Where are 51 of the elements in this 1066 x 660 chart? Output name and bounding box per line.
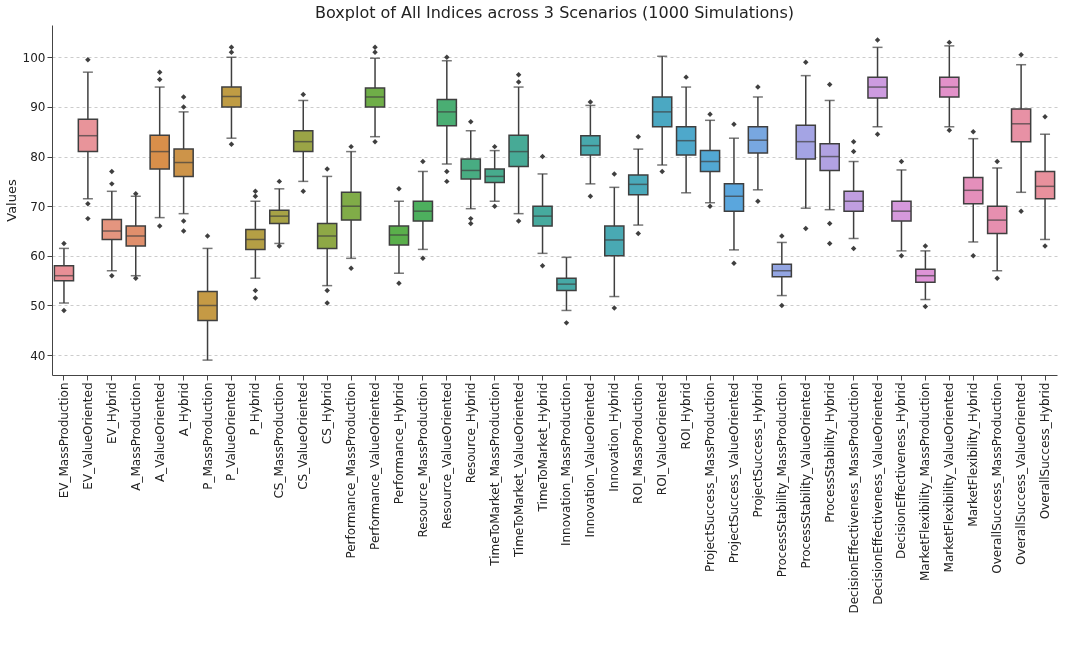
x-tick-label: CS_MassProduction bbox=[272, 382, 287, 499]
chart-title: Boxplot of All Indices across 3 Scenarios (1000 Simulations) bbox=[315, 3, 794, 22]
y-axis-title: Values bbox=[3, 179, 19, 222]
y-tick-label: 70 bbox=[30, 199, 46, 214]
y-tick-label: 40 bbox=[30, 348, 46, 363]
x-tick-label: ProcessStability_ValueOriented bbox=[798, 382, 813, 569]
x-tick-label: ProjectSuccess_MassProduction bbox=[703, 382, 718, 572]
x-tick-label: CS_Hybrid bbox=[320, 382, 335, 445]
x-tick-label: MarketFlexibility_Hybrid bbox=[966, 382, 981, 527]
y-tick-label: 80 bbox=[30, 150, 46, 165]
x-tick-label: Performance_ValueOriented bbox=[368, 382, 383, 550]
x-tick-label: ProcessStability_Hybrid bbox=[822, 382, 837, 523]
x-tick-label: Innovation_ValueOriented bbox=[583, 382, 598, 538]
x-tick-label: Resource_MassProduction bbox=[415, 382, 430, 538]
x-tick-label: Performance_Hybrid bbox=[391, 382, 406, 505]
x-tick-label: ROI_ValueOriented bbox=[655, 382, 670, 496]
x-tick-label: TimeToMarket_ValueOriented bbox=[511, 382, 526, 559]
y-tick-label: 60 bbox=[30, 249, 46, 264]
x-tick-label: DecisionEffectiveness_ValueOriented bbox=[870, 382, 885, 605]
x-tick-label: TimeToMarket_MassProduction bbox=[487, 382, 502, 567]
x-tick-label: ProjectSuccess_Hybrid bbox=[750, 382, 765, 518]
x-tick-label: ProjectSuccess_ValueOriented bbox=[726, 382, 741, 564]
y-tick-label: 50 bbox=[30, 299, 46, 313]
y-tick-label: 100 bbox=[22, 50, 46, 65]
y-tick-label: 90 bbox=[30, 100, 46, 115]
x-tick-label: ROI_MassProduction bbox=[631, 382, 646, 504]
x-tick-label: A_ValueOriented bbox=[152, 382, 167, 483]
x-tick-label: TimeToMarket_Hybrid bbox=[535, 382, 550, 513]
x-tick-label: Resource_Hybrid bbox=[463, 382, 478, 484]
x-tick-label: OverallSuccess_MassProduction bbox=[990, 382, 1005, 574]
x-tick-label: MarketFlexibility_MassProduction bbox=[918, 382, 933, 582]
x-tick-label: EV_Hybrid bbox=[104, 382, 119, 444]
x-tick-label: Innovation_Hybrid bbox=[607, 382, 622, 492]
x-tick-label: Resource_ValueOriented bbox=[439, 382, 454, 529]
x-tick-label: MarketFlexibility_ValueOriented bbox=[942, 382, 957, 573]
x-tick-label: EV_MassProduction bbox=[56, 382, 71, 499]
x-tick-label: DecisionEffectiveness_Hybrid bbox=[894, 382, 909, 560]
x-tick-label: Innovation_MassProduction bbox=[559, 382, 574, 547]
x-tick-label: Performance_MassProduction bbox=[344, 382, 359, 559]
x-tick-label: P_ValueOriented bbox=[224, 382, 239, 482]
x-tick-label: EV_ValueOriented bbox=[80, 382, 95, 490]
x-tick-label: OverallSuccess_Hybrid bbox=[1038, 382, 1053, 520]
x-tick-label: DecisionEffectiveness_MassProduction bbox=[846, 382, 861, 614]
x-tick-label: A_Hybrid bbox=[176, 382, 191, 437]
x-tick-label: P_MassProduction bbox=[200, 382, 215, 490]
x-tick-label: OverallSuccess_ValueOriented bbox=[1014, 382, 1029, 566]
x-tick-label: A_MassProduction bbox=[128, 382, 143, 491]
x-tick-label: CS_ValueOriented bbox=[296, 382, 311, 490]
x-tick-label: ROI_Hybrid bbox=[679, 382, 694, 450]
x-tick-label: ProcessStability_MassProduction bbox=[774, 382, 789, 578]
x-tick-label: P_Hybrid bbox=[248, 382, 263, 436]
